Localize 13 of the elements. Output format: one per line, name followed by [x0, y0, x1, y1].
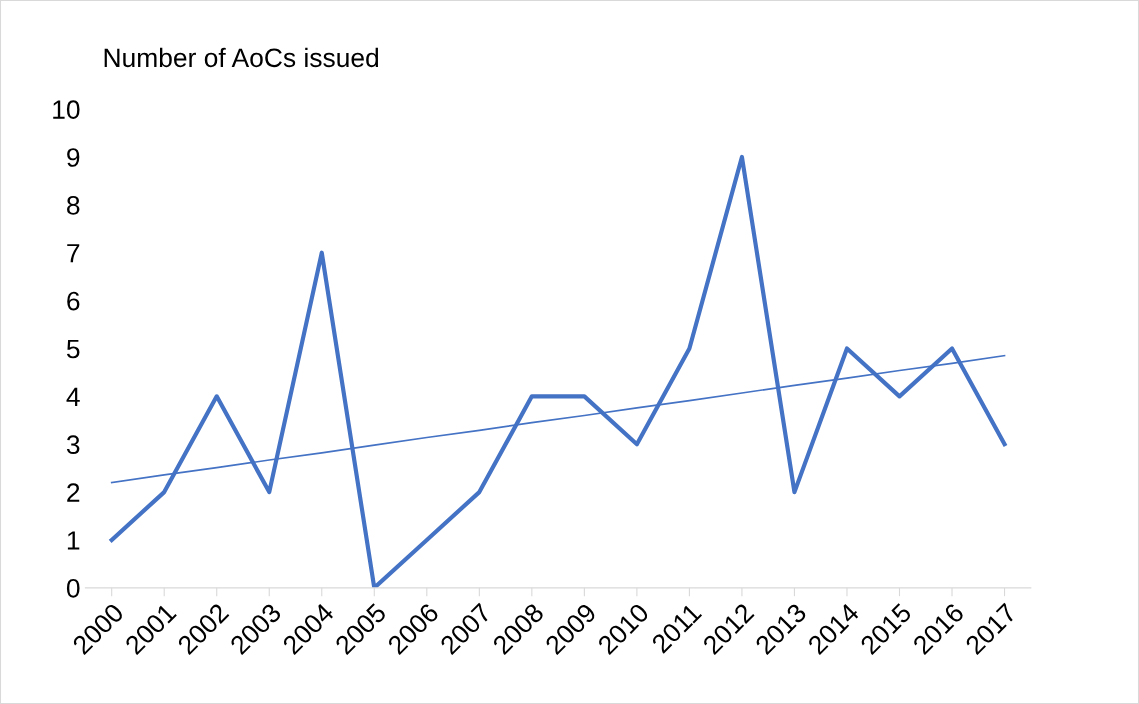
y-tick-label: 6	[67, 291, 80, 311]
y-tick-label: 9	[67, 148, 80, 167]
line-series	[109, 154, 1007, 588]
y-tick-label: 4	[66, 387, 80, 406]
chart-title: Number of AoCs issued	[104, 47, 379, 68]
y-tick-label: 5	[66, 339, 80, 359]
y-tick-label: 7	[67, 244, 80, 263]
y-tick-label: 8	[67, 196, 80, 215]
y-tick-label: 0	[66, 578, 80, 598]
y-tick-label: 2	[67, 483, 80, 502]
y-tick-label: 1	[67, 531, 80, 550]
y-tick-label: 3	[66, 435, 80, 455]
y-tick-label: 10	[53, 100, 80, 119]
